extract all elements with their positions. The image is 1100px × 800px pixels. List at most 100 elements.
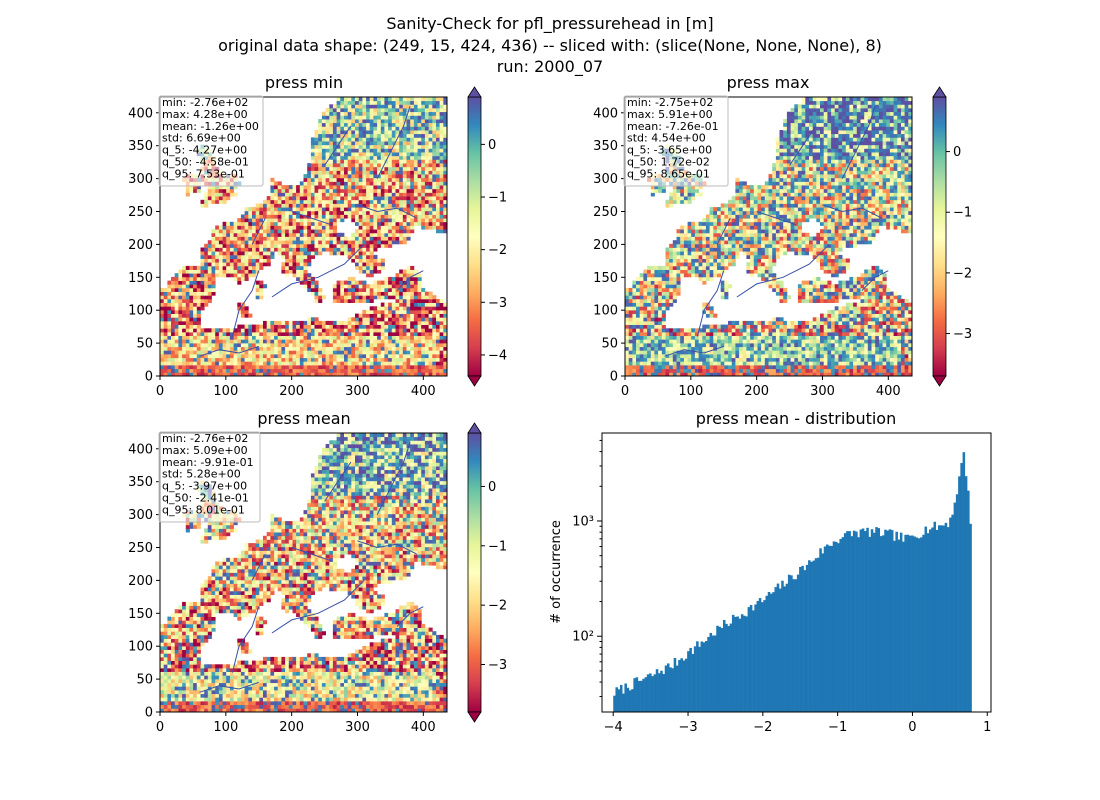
map-cell — [417, 276, 422, 281]
map-cell — [281, 185, 286, 190]
map-cell — [340, 331, 345, 336]
map-cell — [296, 331, 301, 336]
map-cell — [406, 115, 411, 120]
map-cell — [377, 115, 382, 120]
map-cell — [263, 350, 268, 355]
map-cell — [705, 346, 710, 351]
map-cell — [226, 196, 231, 201]
map-cell — [860, 372, 865, 377]
map-cell — [237, 247, 242, 252]
map-cell — [307, 229, 312, 234]
map-cell — [233, 243, 238, 248]
map-cell — [432, 159, 437, 164]
map-cell — [694, 361, 699, 366]
map-cell — [296, 196, 301, 201]
map-cell — [428, 339, 433, 344]
map-cell — [332, 331, 337, 336]
map-cell — [867, 339, 872, 344]
map-cell — [226, 361, 231, 366]
map-cell — [226, 262, 231, 267]
map-cell — [310, 331, 315, 336]
map-cell — [325, 174, 330, 179]
map-cell — [428, 137, 433, 142]
map-cell — [417, 214, 422, 219]
map-cell — [731, 335, 736, 340]
map-cell — [867, 361, 872, 366]
map-cell — [658, 335, 663, 340]
map-cell — [421, 199, 426, 204]
map-cell — [358, 258, 363, 263]
map-cell — [178, 284, 183, 289]
map-cell — [904, 365, 909, 370]
map-cell — [248, 343, 253, 348]
map-cell — [259, 214, 264, 219]
map-cell — [794, 372, 799, 377]
map-cell — [897, 339, 902, 344]
map-cell — [377, 287, 382, 292]
stats-box — [158, 95, 264, 187]
map-cell — [384, 111, 389, 116]
map-cell — [299, 196, 304, 201]
map-cell — [355, 137, 360, 142]
map-cell — [713, 324, 718, 329]
map-cell — [650, 339, 655, 344]
map-cell — [402, 155, 407, 160]
map-cell — [237, 309, 242, 314]
map-cell — [178, 309, 183, 314]
map-cell — [274, 181, 279, 186]
map-cell — [628, 350, 633, 355]
map-cell — [229, 221, 234, 226]
map-cell — [377, 203, 382, 208]
map-cell — [362, 166, 367, 171]
map-cell — [314, 163, 319, 168]
map-cell — [823, 354, 828, 359]
map-cell — [897, 324, 902, 329]
map-cell — [436, 192, 441, 197]
map-cell — [185, 188, 190, 193]
map-cell — [395, 276, 400, 281]
map-cell — [358, 350, 363, 355]
map-cell — [288, 258, 293, 263]
map-cell — [636, 354, 641, 359]
map-cell — [424, 108, 429, 113]
map-cell — [842, 350, 847, 355]
map-cell — [669, 350, 674, 355]
map-cell — [384, 221, 389, 226]
map-cell — [204, 372, 209, 377]
map-cell — [310, 343, 315, 348]
map-cell — [410, 298, 415, 303]
map-cell — [307, 368, 312, 373]
map-cell — [193, 346, 198, 351]
map-cell — [362, 221, 367, 226]
map-cell — [303, 354, 308, 359]
map-cell — [252, 328, 257, 333]
map-cell — [174, 361, 179, 366]
map-cell — [410, 335, 415, 340]
y-tick-label: 350 — [128, 139, 153, 154]
map-cell — [897, 350, 902, 355]
map-cell — [189, 331, 194, 336]
map-cell — [344, 331, 349, 336]
map-cell — [329, 331, 334, 336]
map-cell — [259, 368, 264, 373]
map-cell — [680, 328, 685, 333]
map-cell — [270, 196, 275, 201]
map-cell — [329, 320, 334, 325]
map-cell — [296, 214, 301, 219]
map-cell — [691, 346, 696, 351]
map-cell — [373, 141, 378, 146]
map-cell — [384, 346, 389, 351]
map-cell — [255, 328, 260, 333]
map-cell — [388, 218, 393, 223]
map-cell — [248, 232, 253, 237]
map-cell — [336, 174, 341, 179]
map-cell — [428, 302, 433, 307]
map-cell — [654, 320, 659, 325]
map-cell — [211, 236, 216, 241]
map-cell — [413, 130, 418, 135]
map-cell — [779, 346, 784, 351]
map-cell — [171, 320, 176, 325]
map-cell — [355, 199, 360, 204]
map-cell — [764, 372, 769, 377]
map-cell — [303, 372, 308, 377]
